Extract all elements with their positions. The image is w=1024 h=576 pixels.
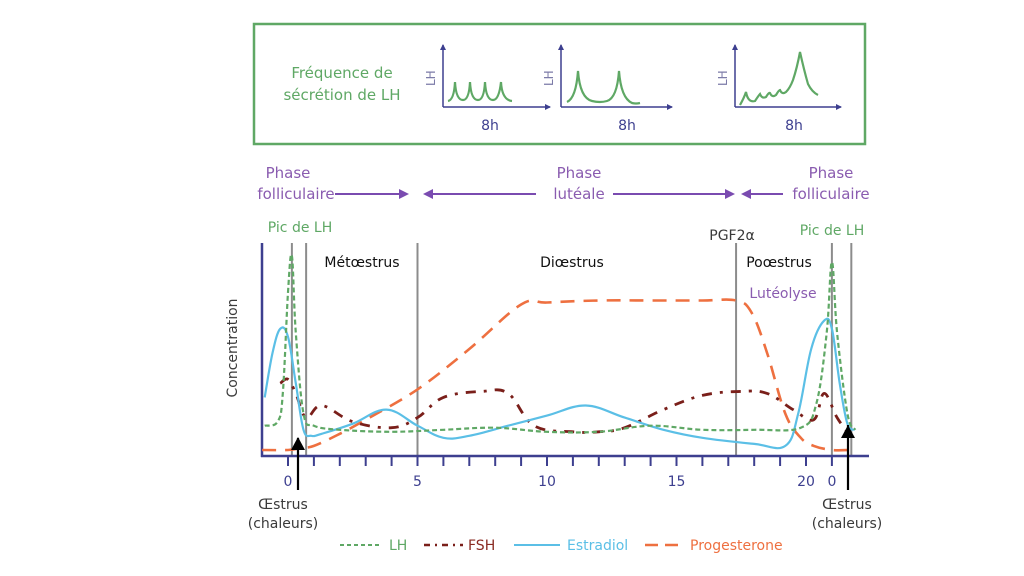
mini-xlabel: 8h — [618, 118, 636, 134]
y-axis-label: Concentration — [225, 298, 241, 397]
oestrus-left-line2: (chaleurs) — [248, 516, 319, 532]
phase-follicular-left-line2: folliculaire — [257, 185, 334, 203]
x-tick-label: 10 — [538, 474, 556, 490]
legend: LH FSH Estradiol Progesterone — [340, 538, 783, 554]
phase-follicular-left-line1: Phase — [266, 164, 311, 182]
series-lh-line — [264, 253, 857, 434]
phase-luteal-line2: lutéale — [553, 185, 604, 203]
lh-peak-right-label: Pic de LH — [800, 223, 864, 239]
x-tick-label: 15 — [668, 474, 686, 490]
phase-follicular-right-line2: folliculaire — [792, 185, 869, 203]
legend-fsh-label: FSH — [468, 538, 495, 554]
legend-progesterone-label: Progesterone — [690, 538, 783, 554]
legend-estradiol-label: Estradiol — [567, 538, 628, 554]
stage-metoestrus: Métœstrus — [324, 255, 399, 271]
mini-lh-trace — [566, 70, 641, 105]
x-tick-label: 0 — [827, 474, 836, 490]
mini-ylabel: LH — [716, 70, 730, 86]
lh-frequency-panel — [252, 22, 867, 146]
mini-lh-trace — [739, 51, 819, 106]
mini-xlabel: 8h — [785, 118, 803, 134]
main-axes — [260, 243, 869, 458]
oestrus-left-arrowhead — [291, 437, 305, 450]
lh-frequency-title-line2: sécrétion de LH — [283, 86, 400, 104]
mini-xlabel: 8h — [481, 118, 499, 134]
luteolysis-label: Lutéolyse — [749, 286, 816, 302]
x-tick-label: 20 — [797, 474, 815, 490]
phase-luteal-line1: Phase — [557, 164, 602, 182]
lh-peak-left-label: Pic de LH — [268, 220, 332, 236]
series-progesterone-line — [262, 298, 851, 452]
hormone-series — [262, 253, 857, 452]
stage-boundaries — [290, 243, 853, 456]
oestrus-right-arrowhead — [841, 425, 855, 438]
stage-prooestrus: Poœstrus — [746, 255, 812, 271]
oestrus-right-line1: Œstrus — [822, 497, 872, 513]
pgf2a-label: PGF2α — [709, 228, 754, 244]
x-tick-label: 0 — [284, 474, 293, 490]
mini-ylabel: LH — [542, 70, 556, 86]
mini-chart-3: LH 8h — [716, 44, 842, 134]
lh-frequency-title-line1: Fréquence de — [291, 64, 392, 82]
stage-dioestrus: Diœstrus — [540, 255, 604, 271]
series-estradiol-line — [263, 317, 856, 450]
x-ticks: 0 5 10 15 20 0 — [284, 457, 836, 490]
mini-ylabel: LH — [424, 70, 438, 86]
series-fsh-line — [279, 377, 852, 437]
mini-chart-1: LH 8h — [424, 44, 551, 134]
x-tick-label: 5 — [413, 474, 422, 490]
oestrus-left-line1: Œstrus — [258, 497, 308, 513]
phase-follicular-right-line1: Phase — [809, 164, 854, 182]
mini-chart-2: LH 8h — [542, 44, 673, 134]
legend-lh-label: LH — [389, 538, 407, 554]
oestrus-right-line2: (chaleurs) — [812, 516, 883, 532]
mini-lh-trace — [447, 81, 513, 103]
